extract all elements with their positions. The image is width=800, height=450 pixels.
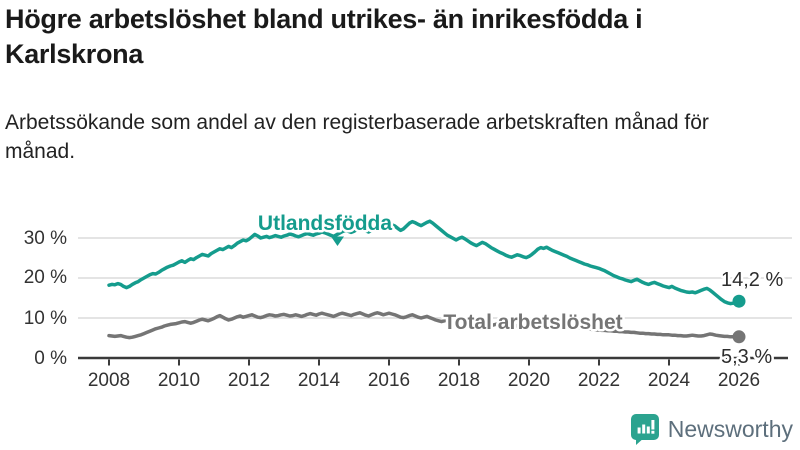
series-line-0 (107, 219, 741, 306)
gridlines (78, 237, 792, 319)
series-label-total: Total arbetslöshet (443, 311, 622, 334)
series-label-pointer-icon (331, 236, 344, 246)
x-axis-tick-label-2026: 2026 (718, 370, 760, 391)
series-end-dot-0 (732, 294, 746, 308)
y-axis-tick-label-10: 10 % (24, 308, 67, 329)
x-axis-tick-labels: 2008 2010 2012 2014 2016 2018 2020 2022 2024 2026 (88, 370, 760, 391)
y-axis-tick-label-20: 20 % (24, 267, 67, 288)
series-end-dots (732, 294, 746, 344)
x-axis-ticks (108, 359, 740, 366)
y-axis-tick-label-30: 30 % (24, 228, 67, 249)
newsworthy-wordmark: Newsworthy (667, 416, 793, 442)
newsworthy-logo[interactable]: Newsworthy (630, 414, 793, 445)
x-axis-tick-label-2018: 2018 (438, 370, 480, 391)
x-axis-tick-label-2024: 2024 (648, 370, 691, 391)
series-end-dot-1 (732, 330, 746, 344)
end-value-label-utlandsfodda: 14,2 % (721, 269, 783, 291)
x-axis-tick-label-2020: 2020 (508, 370, 550, 391)
y-axis-tick-label-0: 0 % (34, 348, 67, 369)
logo-bar-glyphs (637, 420, 655, 434)
newsworthy-icon (630, 414, 659, 445)
x-axis-tick-label-2014: 2014 (298, 370, 341, 391)
end-value-label-total: 5,3 % (721, 346, 772, 368)
series-label-utlandsfodda: Utlandsfödda (258, 212, 392, 235)
x-axis-tick-label-2010: 2010 (158, 370, 200, 391)
chart-title: Högre arbetslöshet bland utrikes- än inr… (5, 4, 643, 70)
series-line-1 (107, 311, 741, 340)
series-lines (107, 219, 741, 340)
x-axis-tick-label-2012: 2012 (228, 370, 270, 391)
chart-subtitle: Arbetssökande som andel av den registerb… (5, 111, 709, 164)
x-axis-tick-label-2022: 2022 (578, 370, 620, 391)
x-axis-tick-label-2016: 2016 (368, 370, 410, 391)
x-axis-tick-label-2008: 2008 (88, 370, 130, 391)
